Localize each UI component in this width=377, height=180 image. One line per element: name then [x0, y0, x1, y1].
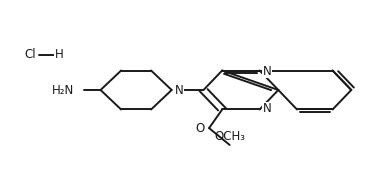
- Text: H: H: [55, 48, 64, 61]
- Text: N: N: [263, 65, 271, 78]
- Text: OCH₃: OCH₃: [214, 130, 245, 143]
- Text: O: O: [195, 122, 205, 135]
- Text: N: N: [175, 84, 183, 96]
- Text: Cl: Cl: [25, 48, 37, 61]
- Text: H₂N: H₂N: [52, 84, 74, 96]
- Text: N: N: [263, 102, 271, 115]
